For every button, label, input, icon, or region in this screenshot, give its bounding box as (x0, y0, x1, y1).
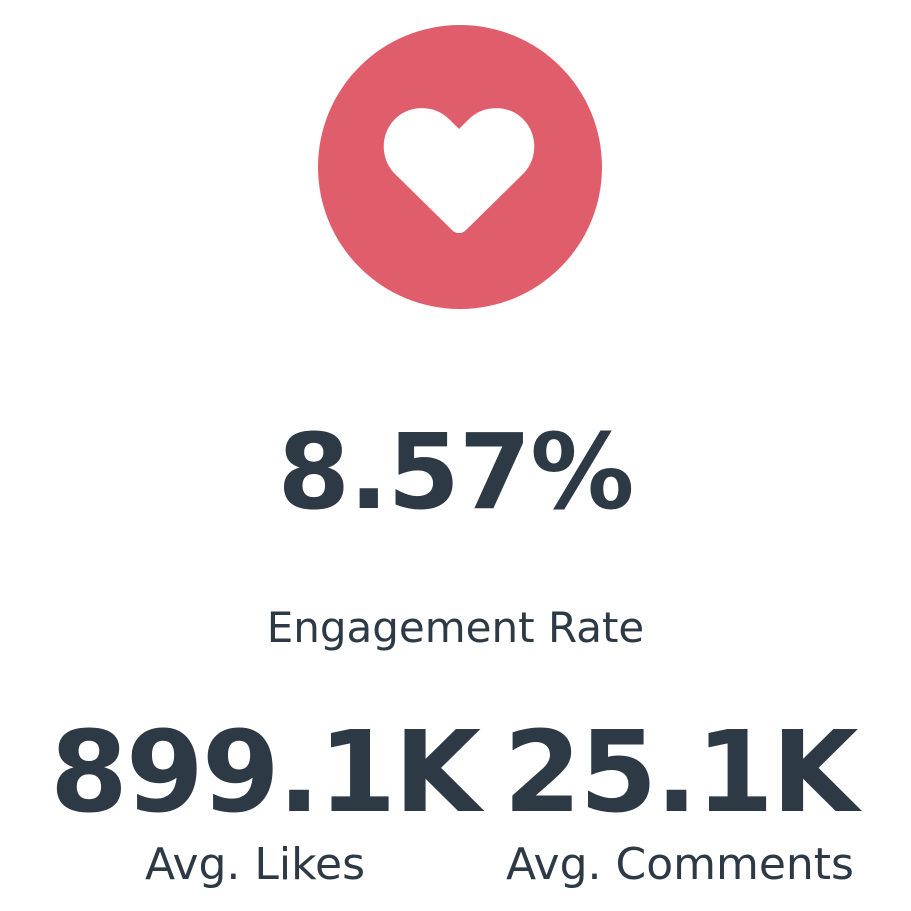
avg-likes-stat: 899.1K Avg. Likes (50, 708, 481, 890)
heart-icon (383, 108, 535, 233)
heart-badge (318, 25, 602, 309)
engagement-rate-label: Engagement Rate (266, 603, 645, 652)
avg-comments-stat: 25.1K Avg. Comments (475, 717, 885, 887)
avg-comments-value: 25.1K (503, 708, 858, 838)
engagement-rate-value: 8.57% (277, 411, 635, 533)
avg-likes-value: 899.1K (50, 708, 481, 838)
avg-comments-label: Avg. Comments (506, 839, 854, 890)
avg-likes-label: Avg. Likes (144, 839, 366, 890)
